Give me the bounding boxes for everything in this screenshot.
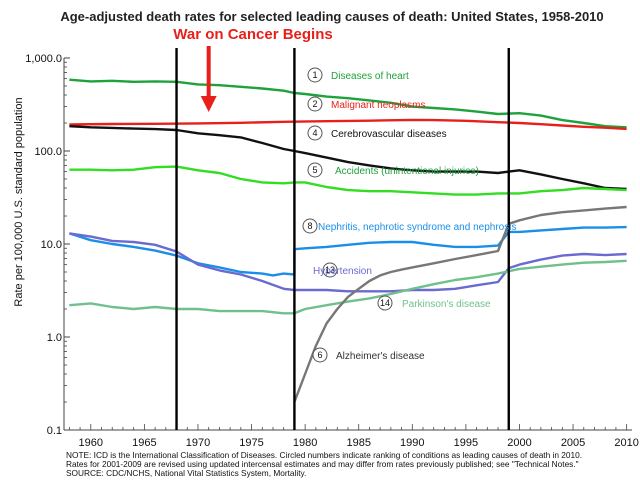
series-label: Nephritis, nephrotic syndrome and nephro… [318,222,516,233]
rank-badge-circle [312,347,328,363]
annotation-arrow-head [200,96,217,112]
series-label: Alzheimer's disease [336,351,425,362]
y-tick-label: 1.0 [47,332,62,344]
x-tick-label: 1980 [293,437,317,449]
death-rate-chart: Age-adjusted death rates for selected le… [13,9,639,449]
y-tick-label: 1,000.0 [25,53,62,65]
series-line-diseases-of-heart [69,78,627,129]
rank-badge-number: 2 [312,99,317,109]
x-tick-label: 1965 [132,437,156,449]
series-label: Parkinson's disease [402,299,491,310]
x-tick-label: 1975 [239,437,263,449]
series-line-malignant-neoplasms [69,118,627,131]
series-label: Diseases of heart [331,71,409,82]
series-label: Cerebrovascular diseases [331,129,447,140]
x-tick-label: 1960 [79,437,103,449]
y-tick-label: 100.0 [34,146,62,158]
footnote-2: Rates for 2001-2009 are revised using up… [66,459,579,469]
x-tick-label: 2000 [507,437,531,449]
rank-badge-circle [307,67,323,83]
series-line-hypertension [69,232,627,293]
rank-badge-number: 8 [307,221,312,231]
x-tick-label: 1995 [454,437,478,449]
footnote-1: NOTE: ICD is the International Classific… [66,450,583,460]
rank-badge-circle [307,96,323,112]
x-tick-label: 1985 [346,437,370,449]
x-tick-label: 1990 [400,437,424,449]
x-tick-label: 1970 [186,437,210,449]
rank-badge-circle [322,262,338,278]
series-line-parkinson-s-disease [69,259,627,315]
series-line-alzheimer-s-disease [293,205,627,403]
x-tick-label: 2010 [614,437,638,449]
rank-badge-number: 4 [312,128,317,138]
x-tick-label: 2005 [561,437,585,449]
plot-area: 1,000.0 100.0 10.0 1.0 0.1 1960 1965 1970 1975 19… [25,46,639,449]
series-label: Accidents (unintentional injuries) [335,166,479,177]
footnotes: NOTE: ICD is the International Classific… [66,451,634,478]
footnote-3: SOURCE: CDC/NCHS, National Vital Statist… [66,468,307,478]
series-label: Malignant neoplasms [331,100,426,111]
rank-badge-circle [302,218,318,234]
series-line-accidents-unintentional-injuries [69,165,627,196]
war-on-cancer-annotation: War on Cancer Begins [173,26,332,43]
y-tick-label: 10.0 [41,239,62,251]
rank-badge-number: 14 [380,298,390,308]
rank-badge-circle [377,295,393,311]
y-axis-label: Rate per 100,000 U.S. standard populatio… [13,97,25,306]
rank-badge-number: 5 [312,165,317,175]
series-line-cerebrovascular-diseases [69,125,627,191]
rank-badge-circle [307,162,323,178]
y-tick-label: 0.1 [47,425,62,437]
rank-badge-circle [307,125,323,141]
rank-badge-number: 6 [317,350,322,360]
rank-badge-number: 13 [325,265,335,275]
rank-badge-number: 1 [312,70,317,80]
series-label: Hypertension [313,266,372,277]
chart-title: Age-adjusted death rates for selected le… [60,9,603,24]
